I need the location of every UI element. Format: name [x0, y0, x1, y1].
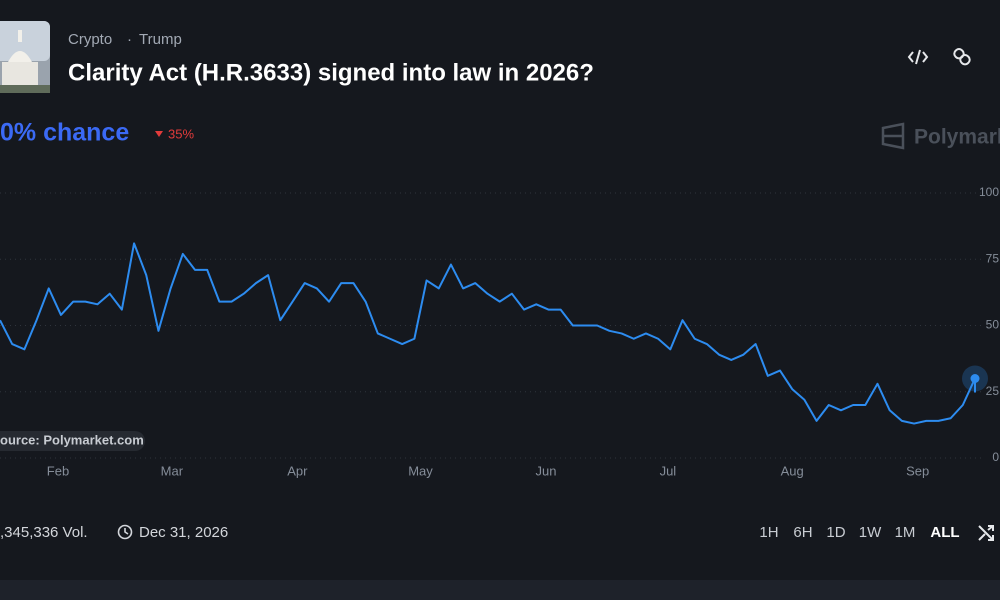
source: ource: Polymarket.com [0, 432, 144, 447]
brand: Polymark [914, 126, 1000, 149]
range-button[interactable]: 1D [826, 524, 845, 541]
clock-icon [117, 524, 133, 540]
range-button[interactable]: 1M [895, 524, 916, 541]
volume: ,345,336 Vol. [0, 524, 88, 541]
y-tick-label: 25 [986, 384, 1000, 398]
brand-logo [881, 122, 905, 150]
range-button[interactable]: 1H [759, 524, 778, 541]
shuffle-icon[interactable] [978, 525, 994, 541]
range-button[interactable]: 1W [859, 524, 882, 541]
x-tick-label: Feb [47, 463, 69, 478]
separator: · [127, 31, 132, 48]
chance: 0% chance [0, 119, 129, 147]
x-tick-label: Apr [287, 463, 308, 478]
end-date: Dec 31, 2026 [139, 524, 228, 541]
down-arrow [155, 131, 163, 137]
x-tick-label: May [408, 463, 433, 478]
tag[interactable]: Trump [139, 31, 182, 48]
change: 35% [168, 126, 194, 141]
x-tick-label: Mar [161, 463, 184, 478]
link-icon[interactable] [953, 47, 972, 66]
last-point [970, 374, 980, 383]
range-button[interactable]: 6H [793, 524, 812, 541]
x-tick-label: Aug [781, 463, 804, 478]
market-image [0, 21, 50, 93]
range-button[interactable]: ALL [930, 524, 959, 541]
x-tick-label: Jul [660, 463, 677, 478]
plot: 0 25 50 75 100 Feb Mar Apr May Jun Jul Aug Sep [0, 185, 999, 478]
bottom-bar [0, 580, 1000, 600]
embed-icon[interactable] [907, 49, 929, 65]
source-pill [0, 431, 145, 451]
range-selector: 1H 6H 1D 1W 1M ALL [759, 524, 959, 541]
x-tick-label: Sep [906, 463, 929, 478]
y-tick-label: 75 [986, 251, 1000, 265]
y-tick-label: 50 [986, 318, 1000, 332]
price-line [0, 242, 976, 425]
x-tick-label: Jun [536, 463, 557, 478]
y-tick-label: 0 [992, 450, 999, 464]
y-tick-label: 100 [979, 185, 999, 199]
category[interactable]: Crypto [68, 31, 112, 48]
market-title: Clarity Act (H.R.3633) signed into law i… [68, 59, 594, 86]
